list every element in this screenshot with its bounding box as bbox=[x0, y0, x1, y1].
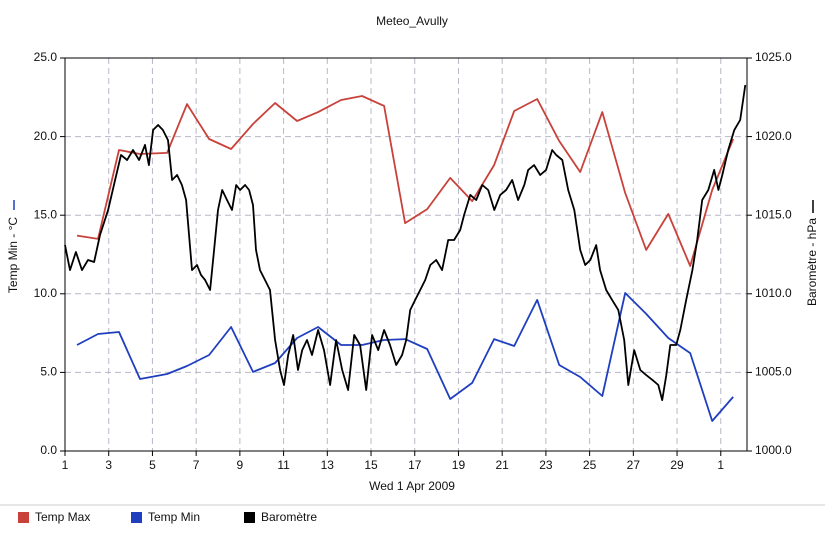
x-tick-label: 29 bbox=[670, 458, 684, 472]
x-tick-label: 25 bbox=[583, 458, 597, 472]
x-tick-label: 19 bbox=[452, 458, 466, 472]
y2-tick-label: 1005.0 bbox=[755, 365, 792, 379]
y-tick-label: 5.0 bbox=[40, 365, 57, 379]
series-line bbox=[76, 95, 735, 267]
y2-axis-label: Baromètre - hPa bbox=[805, 218, 819, 306]
x-tick-label: 5 bbox=[149, 458, 156, 472]
x-tick-label: 17 bbox=[408, 458, 422, 472]
plot-frame bbox=[64, 57, 748, 452]
legend-label: Baromètre bbox=[261, 510, 317, 524]
x-tick-label: 7 bbox=[193, 458, 200, 472]
x-tick-label: 1 bbox=[62, 458, 69, 472]
x-tick-label: 13 bbox=[321, 458, 335, 472]
y2-tick-label: 1010.0 bbox=[755, 286, 792, 300]
x-tick-label: 15 bbox=[364, 458, 378, 472]
chart-title: Meteo_Avully bbox=[376, 14, 448, 28]
y2-tick-label: 1025.0 bbox=[755, 50, 792, 64]
legend-swatch bbox=[18, 512, 29, 523]
legend-label: Temp Max bbox=[35, 510, 90, 524]
x-tick-label: 21 bbox=[495, 458, 509, 472]
y2-tick-label: 1000.0 bbox=[755, 443, 792, 457]
x-tick-label: 3 bbox=[105, 458, 112, 472]
y2-tick-label: 1020.0 bbox=[755, 129, 792, 143]
y-tick-label: 0.0 bbox=[40, 443, 57, 457]
x-tick-label: 27 bbox=[627, 458, 641, 472]
y2-tick-label: 1015.0 bbox=[755, 207, 792, 221]
y-axis-label: Temp Min - °C bbox=[6, 217, 20, 293]
x-tick-label: 23 bbox=[539, 458, 553, 472]
series-line bbox=[64, 84, 747, 401]
x-axis-label: Wed 1 Apr 2009 bbox=[369, 479, 455, 493]
legend-swatch bbox=[131, 512, 142, 523]
x-tick-label: 9 bbox=[237, 458, 244, 472]
x-tick-label: 1 bbox=[717, 458, 724, 472]
y-tick-label: 25.0 bbox=[34, 50, 58, 64]
legend-label: Temp Min bbox=[148, 510, 200, 524]
y-tick-label: 15.0 bbox=[34, 207, 58, 221]
x-tick-label: 11 bbox=[277, 458, 290, 472]
legend-swatch bbox=[244, 512, 255, 523]
y-tick-label: 10.0 bbox=[34, 286, 58, 300]
series-line bbox=[76, 292, 734, 422]
y-tick-label: 20.0 bbox=[34, 129, 58, 143]
